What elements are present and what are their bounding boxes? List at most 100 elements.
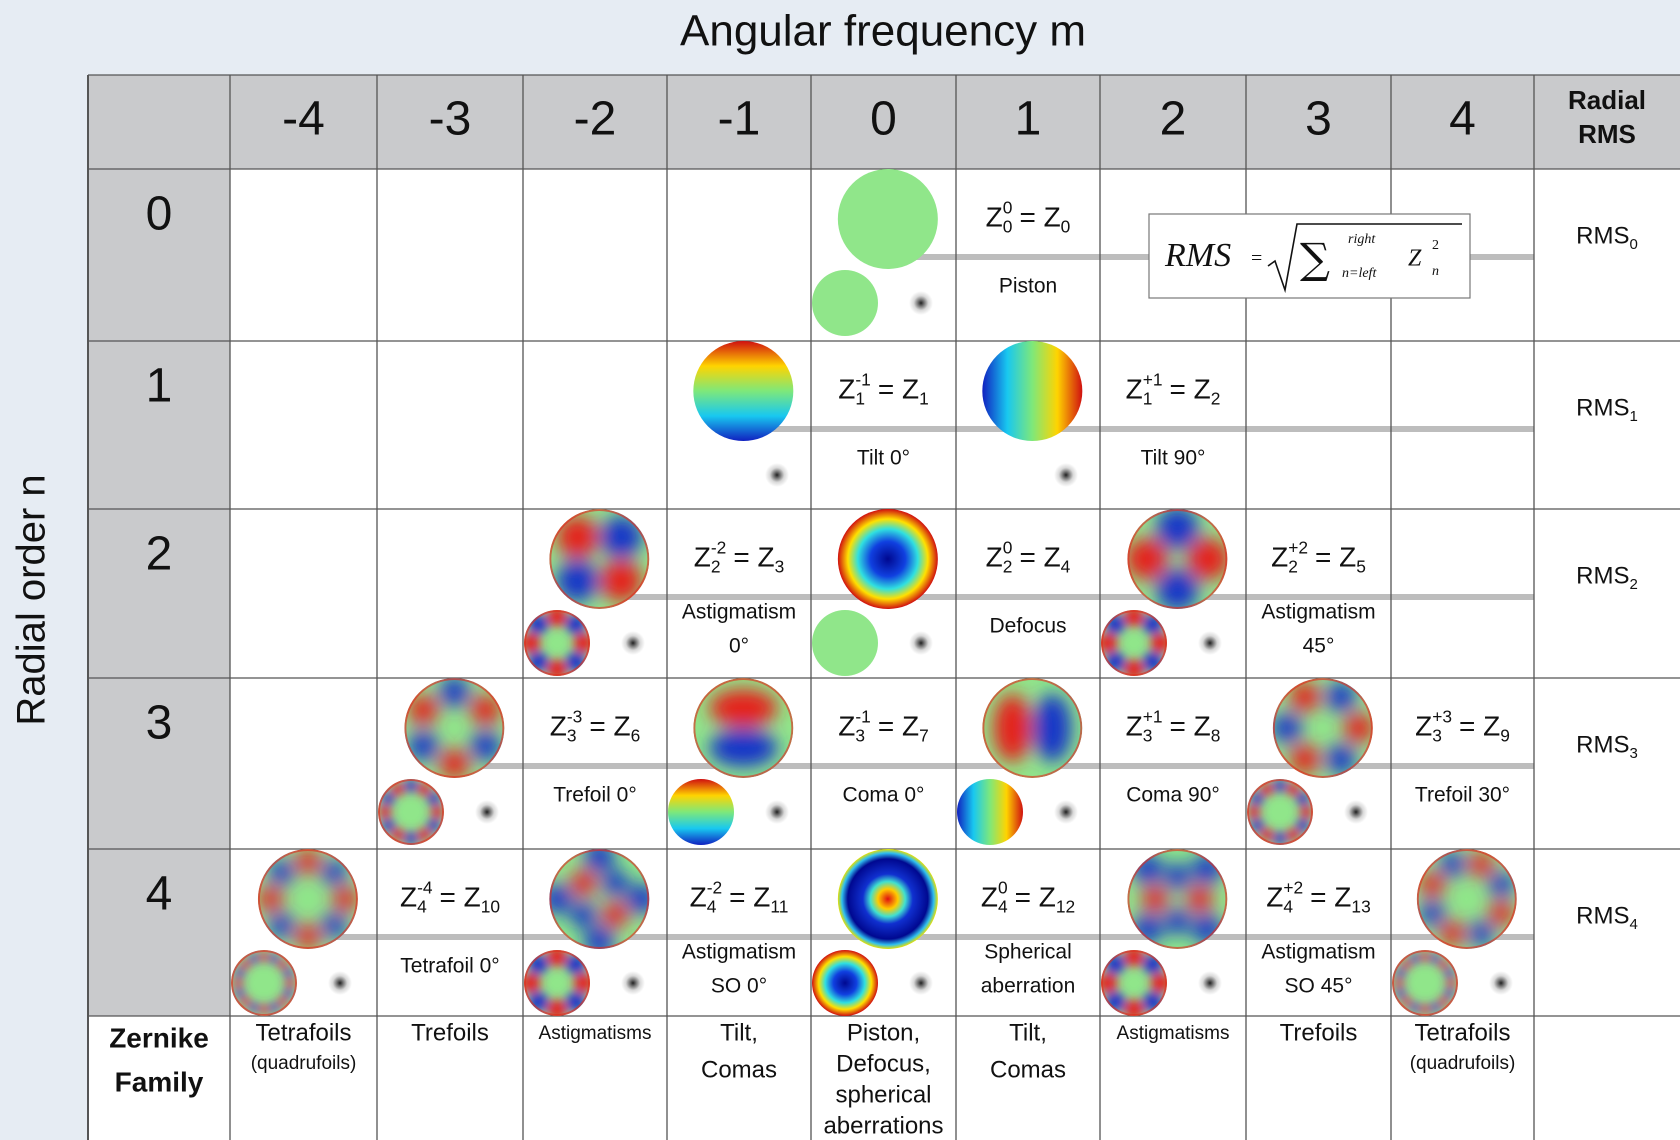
equation-rhs: = Z	[1019, 201, 1060, 232]
lobe	[709, 689, 777, 727]
rms-base: RMS	[1576, 394, 1629, 421]
term-name: SO 0°	[711, 975, 767, 998]
equation-rhs: = Z	[1019, 541, 1060, 572]
formula-term: Z	[1408, 246, 1422, 272]
equation-rhs: = Z	[589, 710, 630, 741]
rms-base: RMS	[1576, 562, 1629, 589]
equation-symbol: Z	[1126, 710, 1143, 741]
script: 4	[1061, 557, 1071, 577]
rms-header: Radial	[1568, 85, 1646, 115]
psf	[1054, 463, 1078, 487]
script: -1	[855, 369, 870, 389]
zernike-table: Angular frequency m Radial order n -4-3-…	[0, 0, 1680, 1140]
equation-symbol: Z	[838, 710, 855, 741]
term-name: Spherical	[984, 941, 1072, 964]
lobe	[439, 749, 469, 779]
equation: Z2-2= Z3	[694, 537, 784, 576]
term-name: aberration	[981, 975, 1076, 998]
lobe	[283, 968, 293, 978]
wavefront-map	[1127, 849, 1227, 949]
wavefront-map	[838, 169, 938, 269]
lobe	[258, 887, 283, 912]
script: 9	[1500, 726, 1510, 746]
script: -4	[417, 877, 433, 897]
lobe	[1410, 954, 1420, 964]
script: 0	[1003, 217, 1013, 237]
equation-symbol: Z	[550, 710, 567, 741]
wavefront-map	[404, 677, 504, 779]
script: 0	[1061, 217, 1071, 237]
equation-rhs: = Z	[1310, 881, 1351, 912]
term-name: Trefoil 0°	[553, 784, 636, 807]
equation-rhs: = Z	[1315, 541, 1356, 572]
term-name: Tilt 0°	[857, 447, 910, 470]
script: 2	[1003, 557, 1013, 577]
equation-rhs: = Z	[1170, 710, 1211, 741]
lobe	[1272, 713, 1302, 743]
equation: Z00= Z0	[986, 197, 1071, 236]
script: 1	[1143, 389, 1153, 409]
rms-sub: 2	[1630, 576, 1638, 593]
family-name: Astigmatisms	[1117, 1023, 1230, 1044]
wavefront-map	[258, 849, 358, 949]
wavefront-map	[378, 779, 444, 845]
rms-sub: 1	[1630, 408, 1638, 425]
lobe	[709, 729, 777, 767]
wavefront-map	[838, 509, 938, 609]
family-label: Family	[115, 1066, 204, 1097]
rms-label: RMS4	[1576, 902, 1638, 933]
rms-base: RMS	[1576, 902, 1629, 929]
wavefront-map	[549, 509, 649, 609]
rms-base: RMS	[1576, 731, 1629, 758]
rms-label: RMS1	[1576, 394, 1638, 425]
script: 4	[1283, 897, 1293, 917]
script: 0	[1003, 537, 1013, 557]
script: +1	[1143, 369, 1163, 389]
equation-rhs: = Z	[878, 373, 919, 404]
script: 2	[711, 557, 721, 577]
equation-symbol: Z	[694, 541, 711, 572]
equation-rhs: = Z	[733, 541, 774, 572]
lobe	[269, 954, 279, 964]
lobe	[259, 952, 269, 962]
wavefront-map	[957, 779, 1023, 845]
wavefront-map	[1272, 678, 1374, 778]
formula-lower: n=left	[1342, 266, 1377, 281]
script: -3	[567, 706, 582, 726]
script: 0	[1003, 197, 1013, 217]
wavefront-map	[231, 950, 297, 1016]
equation: Z20= Z4	[986, 537, 1071, 576]
script: -2	[707, 877, 722, 897]
equation-symbol: Z	[400, 881, 417, 912]
lobe	[1444, 968, 1454, 978]
equation-symbol: Z	[986, 201, 1003, 232]
title: Angular frequency m	[680, 7, 1086, 56]
equation: Z3+1= Z8	[1126, 706, 1221, 745]
term-name: Astigmatism	[1261, 601, 1375, 624]
psf	[621, 971, 645, 995]
term-name: Coma 90°	[1126, 784, 1220, 807]
psf	[1489, 971, 1513, 995]
script: +2	[1288, 537, 1308, 557]
formula-upper: right	[1348, 232, 1376, 247]
family-name: aberrations	[823, 1112, 943, 1139]
family-name: Tetrafoils	[1414, 1019, 1510, 1046]
wavefront-map	[693, 678, 793, 778]
wavefront-map	[982, 678, 1082, 778]
lobe	[1164, 864, 1190, 890]
family-name: Comas	[990, 1056, 1066, 1083]
family-label: Zernike	[109, 1022, 209, 1053]
script: 8	[1211, 726, 1221, 746]
lobe	[1187, 886, 1213, 912]
wavefront-map	[1417, 849, 1517, 949]
equation-rhs: = Z	[878, 710, 919, 741]
lobe	[1410, 1002, 1420, 1012]
equation-symbol: Z	[690, 881, 707, 912]
script: 1	[919, 389, 929, 409]
lobe	[1444, 988, 1454, 998]
equation: Z3+3= Z9	[1415, 706, 1510, 745]
family-name: Trefoils	[411, 1019, 489, 1046]
equation-rhs: = Z	[729, 881, 770, 912]
script: 11	[770, 897, 788, 917]
script: 12	[1056, 897, 1075, 917]
